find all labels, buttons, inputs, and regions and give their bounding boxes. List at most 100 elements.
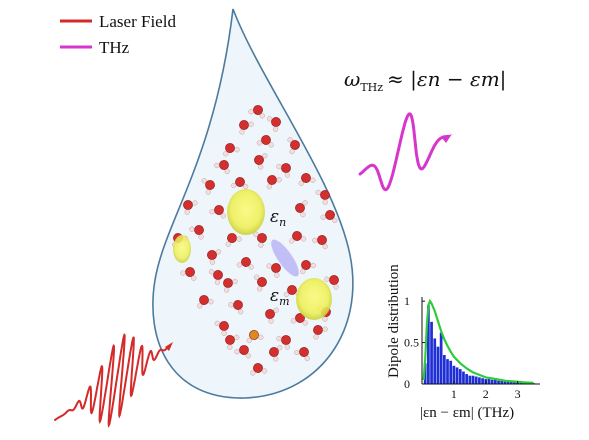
frequency-equation: ωTHz ≈ |εn − εm| — [344, 67, 506, 94]
oxygen-atom — [299, 347, 309, 357]
oxygen-atom — [199, 295, 209, 305]
histogram-bar — [436, 346, 440, 384]
water-molecule — [320, 210, 338, 224]
histogram-bar — [433, 338, 437, 384]
water-molecule — [228, 300, 244, 315]
dipole-distribution-chart: 1 2 3 0 0.5 1 Dipole distribution |εn − εm| (… — [386, 264, 540, 421]
hydrogen-atom — [262, 368, 268, 374]
oxygen-atom — [281, 335, 291, 345]
water-molecule — [250, 363, 268, 376]
orbital-n — [227, 189, 265, 235]
oxygen-atom — [257, 233, 267, 243]
hydrogen-atom — [283, 291, 289, 298]
water-molecules — [172, 105, 339, 376]
oxygen-atom — [295, 313, 305, 323]
laser-legend-label: Laser Field — [99, 12, 176, 31]
water-molecule — [246, 330, 264, 344]
oxygen-atom — [301, 173, 311, 183]
state-label-m: εm — [270, 286, 290, 308]
oxygen-atom — [241, 257, 251, 267]
oxygen-atom — [317, 235, 327, 245]
hydrogen-atom — [184, 209, 190, 215]
oxygen-atom — [261, 135, 271, 145]
hydrogen-atom — [322, 199, 328, 205]
water-molecule — [214, 160, 230, 175]
hydrogen-atom — [259, 113, 265, 119]
hydrogen-atom — [231, 182, 237, 189]
thz-emission-wave — [358, 112, 450, 192]
hydrogen-atom — [248, 264, 254, 270]
water-molecule — [256, 135, 274, 148]
oxygen-atom — [207, 250, 217, 260]
thz-arrow-head — [442, 134, 452, 143]
axis-ticks: 1 2 3 0 0.5 1 — [404, 294, 521, 401]
x-tick-label: 2 — [483, 387, 489, 401]
oxygen-atom — [271, 117, 281, 127]
hydrogen-atom — [191, 275, 197, 281]
oxygen-atom — [287, 285, 297, 295]
hydrogen-atom — [180, 270, 186, 276]
hydrogen-atom — [290, 318, 296, 324]
hydrogen-atom — [220, 213, 226, 219]
hydrogen-atom — [310, 177, 316, 183]
y-tick-label: 0.5 — [404, 336, 419, 350]
transition-dipole — [271, 239, 299, 277]
x-tick-label: 3 — [515, 387, 521, 401]
oxygen-atom — [213, 270, 223, 280]
hydrogen-atom — [262, 153, 268, 159]
hydrogen-atom — [239, 129, 245, 135]
hydrogen-atom — [257, 286, 263, 292]
hydrogen-atom — [197, 303, 203, 309]
water-molecule — [214, 320, 229, 336]
water-molecule — [315, 189, 330, 205]
water-molecule — [239, 120, 254, 135]
water-molecule — [208, 269, 223, 285]
x-tick-label: 1 — [451, 387, 457, 401]
orbital-small — [173, 235, 191, 263]
state-label-n: εn — [270, 207, 286, 229]
water-molecule — [197, 295, 214, 309]
inset-y-label: Dipole distribution — [386, 264, 402, 378]
histogram-bar — [458, 369, 462, 384]
hydrogen-atom — [284, 172, 291, 178]
hydrogen-atom — [289, 238, 295, 244]
oxygen-atom — [269, 347, 279, 357]
hydrogen-atom — [198, 234, 204, 240]
fit-curve — [422, 298, 534, 384]
hydrogen-atom — [274, 272, 280, 278]
oxygen-atom — [219, 321, 229, 331]
hydrogen-atom — [268, 318, 274, 324]
hydrogen-atom — [276, 163, 282, 170]
hydrogen-atom — [300, 212, 306, 218]
orbital-m — [296, 278, 332, 320]
water-molecule — [295, 200, 308, 218]
hydrogen-atom — [214, 162, 220, 169]
laser-pulse-wave — [54, 333, 169, 428]
hydrogen-atom — [324, 276, 330, 282]
hydrogen-atom — [201, 178, 207, 184]
water-molecule — [236, 257, 254, 270]
oxygen-atom — [253, 105, 263, 115]
histogram-bar — [471, 375, 475, 384]
water-molecule — [324, 275, 339, 290]
histogram-bar — [503, 381, 507, 384]
histogram-bars — [423, 305, 535, 384]
legend: Laser Field THz — [60, 12, 176, 57]
water-molecule — [313, 325, 328, 340]
hydrogen-atom — [313, 334, 319, 340]
histogram-bar — [513, 382, 516, 384]
oxygen-atom — [320, 190, 330, 200]
hydrogen-atom — [236, 236, 242, 242]
hydrogen-atom — [248, 121, 254, 127]
oxygen-atom — [290, 140, 300, 150]
histogram-bar — [430, 321, 433, 384]
hydrogen-atom — [253, 274, 260, 280]
hydrogen-atom — [189, 226, 195, 232]
hydrogen-atom — [223, 287, 230, 293]
histogram-bar — [462, 371, 465, 384]
histogram-bar — [442, 355, 446, 384]
hydrogen-atom — [234, 334, 240, 340]
oxygen-atom — [223, 278, 233, 288]
water-molecule — [183, 200, 198, 215]
